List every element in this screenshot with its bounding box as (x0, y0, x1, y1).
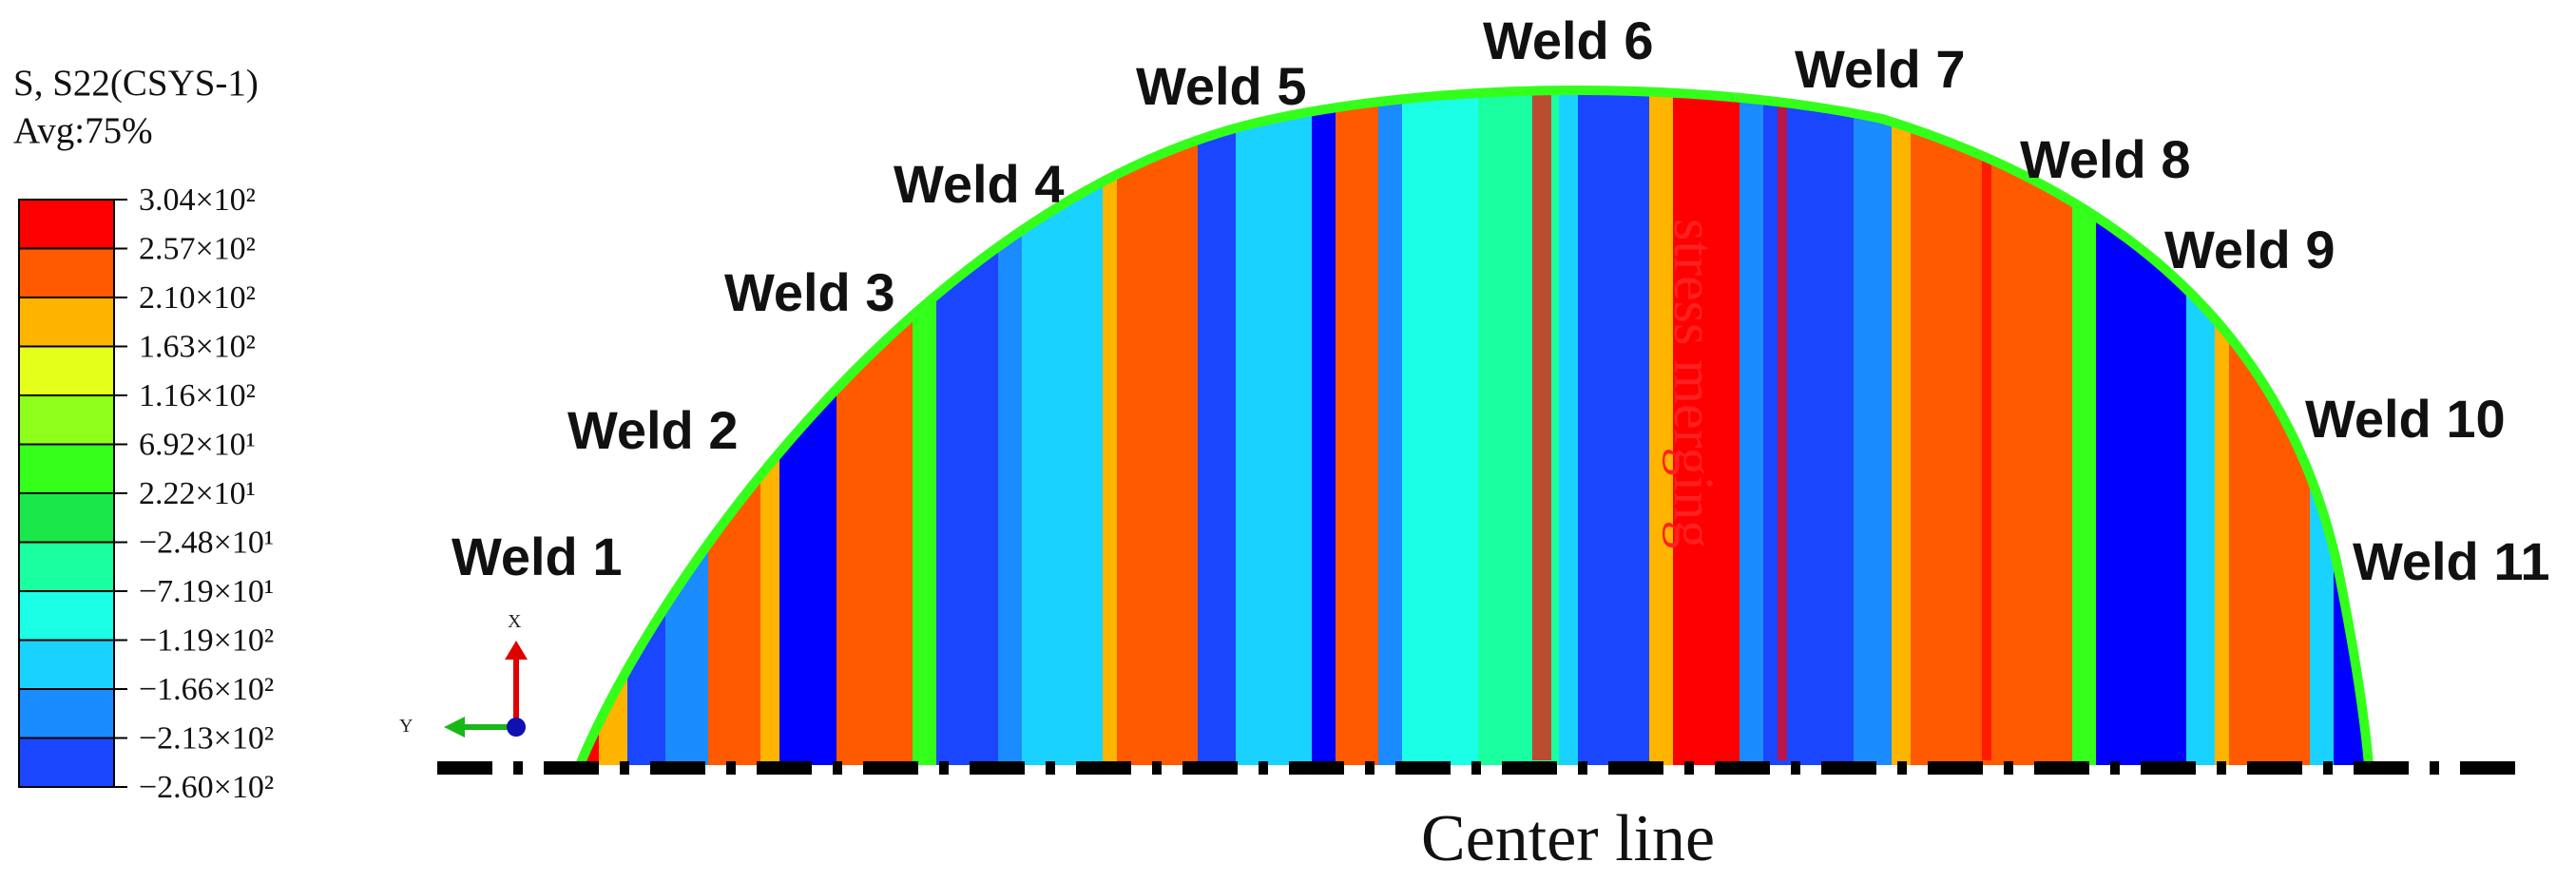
weld-label-5: Weld 5 (1136, 56, 1306, 116)
legend-swatch (18, 345, 115, 396)
weld-label-3: Weld 3 (724, 262, 894, 322)
stress-band (1559, 90, 1578, 765)
weld-core-streak (1778, 95, 1787, 760)
weld-label-10: Weld 10 (2305, 389, 2506, 449)
stress-band (1117, 90, 1198, 765)
weld-label-8: Weld 8 (2020, 129, 2190, 189)
legend-swatch (18, 688, 115, 739)
legend-swatch (18, 541, 115, 592)
weld-label-4: Weld 4 (894, 154, 1064, 214)
legend-swatch (18, 394, 115, 446)
legend-value-label: −1.19×10² (139, 623, 274, 659)
legend-swatch (18, 199, 115, 250)
stress-band (1649, 90, 1673, 765)
legend-value-label: −7.19×10¹ (139, 574, 274, 609)
legend-subtitle: Avg:75% (13, 110, 153, 151)
legend-value-label: 2.57×10² (139, 232, 256, 267)
legend-value-label: 6.92×10¹ (139, 428, 256, 463)
stress-band (760, 90, 779, 765)
weld-label-1: Weld 1 (452, 527, 622, 586)
x-axis-letter: X (508, 611, 522, 632)
stress-band (1103, 90, 1117, 765)
legend-swatch (18, 247, 115, 298)
stress-band (2186, 90, 2215, 765)
weld-label-2: Weld 2 (567, 400, 738, 460)
legend-value-label: −2.13×10² (139, 721, 274, 757)
weld-label-6: Weld 6 (1483, 10, 1653, 70)
stress-band (1378, 90, 1402, 765)
y-axis-letter: Y (399, 716, 413, 737)
dome-rim (575, 86, 2374, 767)
weld-core-streak (1532, 95, 1551, 760)
weld-label-11: Weld 11 (2353, 531, 2550, 591)
stress-band (1854, 90, 1892, 765)
stress-band (1336, 90, 1378, 765)
stress-band (1740, 90, 1763, 765)
legend-title: S, S22(CSYS-1) (13, 63, 259, 104)
legend-value-label: −1.66×10² (139, 672, 274, 707)
stress-band (1673, 90, 1740, 765)
weld-label-9: Weld 9 (2164, 220, 2335, 279)
stress-band (1402, 90, 1478, 765)
legend-swatch (18, 297, 115, 348)
legend-swatch (18, 639, 115, 690)
stress-band (1578, 90, 1649, 765)
legend-value-label: 2.10×10² (139, 280, 256, 316)
center-line-label: Center line (1421, 802, 1715, 875)
legend-value-label: −2.60×10² (139, 770, 274, 805)
y-axis-arrowhead (444, 717, 465, 738)
weld-labels: Weld 1 Weld 2 Weld 3 Weld 4 Weld 5 Weld … (452, 10, 2550, 591)
legend-swatch (18, 492, 115, 544)
stress-band (1236, 90, 1312, 765)
legend-value-label: 1.63×10² (139, 330, 256, 365)
stress-band (1892, 90, 1911, 765)
x-axis-arrowhead (505, 641, 528, 660)
stress-merging-annotation: stress merging (1663, 219, 1725, 548)
stress-band (1198, 90, 1236, 765)
color-legend: S, S22(CSYS-1) Avg:75% 3.04×10² 2.57×10² 2… (13, 63, 274, 805)
legend-value-label: 2.22×10¹ (139, 476, 256, 511)
legend-value-label: 1.16×10² (139, 378, 256, 413)
stress-band (2229, 90, 2310, 765)
legend-value-label: −2.48×10¹ (139, 526, 274, 561)
legend-swatch (18, 443, 115, 494)
stress-band (2215, 90, 2229, 765)
weld-core-streak (1982, 95, 1991, 760)
legend-colorbar: 3.04×10² 2.57×10² 2.10×10² 1.63×10² 1.16×10²… (18, 182, 274, 805)
stress-band (1763, 90, 1854, 765)
coordinate-triad: X Y (399, 611, 528, 738)
stress-band (1312, 90, 1336, 765)
weld-label-7: Weld 7 (1795, 39, 1965, 99)
legend-swatch (18, 737, 115, 788)
legend-swatch (18, 590, 115, 642)
triad-origin (507, 718, 526, 737)
legend-value-label: 3.04×10² (139, 182, 256, 218)
